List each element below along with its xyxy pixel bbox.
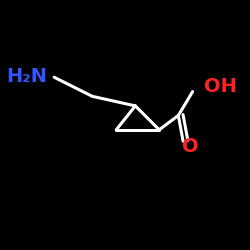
- Text: H₂N: H₂N: [6, 67, 48, 86]
- Text: OH: OH: [204, 77, 237, 96]
- Text: O: O: [182, 138, 199, 156]
